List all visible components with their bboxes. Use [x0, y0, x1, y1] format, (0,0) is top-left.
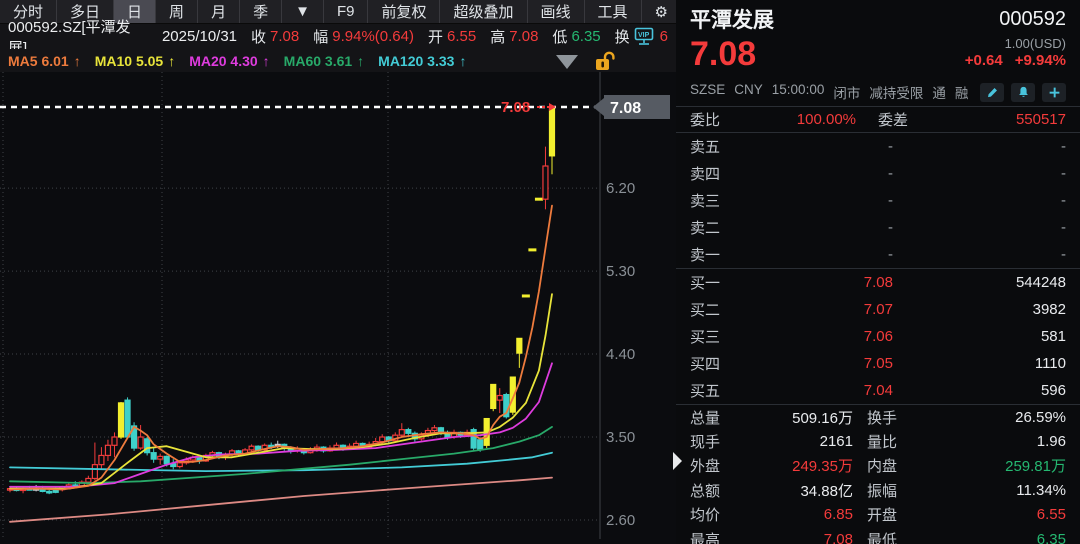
ohlc-field: 开 6.55: [427, 28, 477, 47]
lot-unit-label: 1.00(USD): [1004, 36, 1066, 51]
vip-monitor-icon[interactable]: VIP: [634, 27, 656, 46]
stat-row-总量: 总量 509.16万 换手 26.59%: [690, 408, 1066, 427]
last-price: 7.08: [690, 35, 757, 73]
ma-indicator-bar: MA5 6.01 ↑ MA10 5.05 ↑ MA20 4.30 ↑ MA60 3.61 ↑ M…: [0, 49, 676, 72]
add-icon[interactable]: [1042, 82, 1066, 102]
ohlc-field: 收 7.08: [251, 28, 300, 47]
tab-weekly[interactable]: 周: [156, 0, 199, 24]
meta-15:00:00: 15:00:00: [771, 82, 825, 97]
grid-layer: 6.20 5.30 4.40 3.50 2.60: [0, 72, 635, 539]
market-meta-items: SZSE CNY 15:00:00 闭市 减持受限通融: [690, 82, 968, 102]
book-row-卖四[interactable]: 卖四 - -: [690, 165, 1066, 183]
tab-daily[interactable]: 日: [114, 0, 157, 24]
period-dropdown-icon[interactable]: ▼: [282, 0, 324, 24]
order-imbalance-row: 委比 100.00% 委差 550517: [676, 106, 1080, 133]
stat-row-最高: 最高 7.08 最低 6.35: [690, 530, 1066, 544]
book-row-卖一[interactable]: 卖一 - -: [690, 246, 1066, 264]
market-meta-row: SZSE CNY 15:00:00 闭市 减持受限通融: [676, 80, 1080, 104]
book-row-卖二[interactable]: 卖二 - -: [690, 219, 1066, 237]
price-tag: 7.08: [593, 95, 670, 119]
y-axis-tick: 6.20: [606, 180, 635, 197]
weibi-label: 委比: [690, 112, 721, 129]
ohlc-field: 换 VIP 6: [614, 27, 668, 47]
ask-levels: 卖五 - - 卖四 - - 卖三 - - 卖二 - - 卖一 - -: [676, 133, 1080, 269]
ma-line-MA-long: [9, 476, 553, 523]
tab-monthly[interactable]: 月: [198, 0, 241, 24]
stock-code: 000592: [999, 7, 1066, 30]
svg-text:7.08: 7.08: [610, 100, 641, 117]
ohlc-field: 幅 9.94%(0.64): [313, 28, 414, 47]
ma-line-MA10: [9, 293, 553, 490]
tab-quarterly[interactable]: 季: [240, 0, 283, 24]
weicha-label: 委差: [878, 112, 909, 129]
ma-item-ma5: MA5 6.01 ↑: [8, 52, 81, 69]
y-axis-tick: 5.30: [606, 263, 635, 280]
f9-button[interactable]: F9: [324, 0, 369, 24]
unlock-icon[interactable]: [592, 51, 616, 73]
super-overlay-button[interactable]: 超级叠加: [440, 0, 528, 24]
edit-icon[interactable]: [980, 82, 1004, 102]
ohlc-info-bar: 000592.SZ[平潭发展] 2025/10/31 收 7.08 幅 9.94%(0…: [0, 19, 676, 57]
stock-name: 平潭发展: [690, 9, 774, 32]
svg-text:VIP: VIP: [638, 32, 650, 39]
bid-levels: 买一 7.08 544248 买二 7.07 3982 买三 7.06 581 买四 7.05 111…: [676, 269, 1080, 405]
meta-CNY: CNY: [734, 82, 763, 97]
meta-SZSE: SZSE: [690, 82, 726, 97]
ma-line-MA5: [9, 204, 553, 491]
ma-line-MA120: [9, 451, 553, 473]
stat-row-现手: 现手 2161 量比 1.96: [690, 433, 1066, 452]
y-axis-tick: 2.60: [606, 512, 635, 529]
y-axis-tick: 3.50: [606, 429, 635, 446]
book-row-卖三[interactable]: 卖三 - -: [690, 192, 1066, 210]
book-row-买四[interactable]: 买四 7.05 1110: [690, 355, 1066, 373]
stat-row-均价: 均价 6.85 开盘 6.55: [690, 506, 1066, 525]
meta-减持受限: 减持受限: [869, 86, 924, 101]
panel-collapse-icon[interactable]: [673, 452, 682, 470]
tab-time-sharing[interactable]: 分时: [0, 0, 58, 24]
stat-row-总额: 总额 34.88亿 振幅 11.34%: [690, 481, 1066, 500]
weicha-value: 550517: [1015, 111, 1066, 128]
book-row-买二[interactable]: 买二 7.07 3982: [690, 301, 1066, 319]
book-row-卖五[interactable]: 卖五 - -: [690, 138, 1066, 156]
tools-button[interactable]: 工具: [585, 0, 642, 24]
ma-line-MA60: [9, 425, 553, 485]
candlestick-chart[interactable]: 6.20 5.30 4.40 3.50 2.60 7.08 7.08: [0, 72, 676, 544]
price-change-pct: +9.94%: [1014, 52, 1066, 69]
book-row-买一[interactable]: 买一 7.08 544248: [690, 274, 1066, 292]
tab-multi-day[interactable]: 多日: [57, 0, 115, 24]
ma-lines-layer: [9, 204, 553, 523]
ma-values: MA5 6.01 ↑ MA10 5.05 ↑ MA20 4.30 ↑ MA60 3.61 ↑ M…: [8, 53, 466, 69]
y-axis-tick: 4.40: [606, 346, 635, 363]
stats-grid: 总量 509.16万 换手 26.59% 现手 2161 量比 1.96 外盘 249.35万 内盘…: [676, 405, 1080, 544]
alert-bell-icon[interactable]: [1011, 82, 1035, 102]
scroll-latest-icon[interactable]: [556, 55, 578, 70]
ma-item-ma120: MA120 3.33 ↑: [378, 52, 467, 69]
price-change: +0.64: [964, 52, 1003, 69]
book-row-买三[interactable]: 买三 7.06 581: [690, 328, 1066, 346]
ohlc-field: 高 7.08: [490, 28, 539, 47]
ma-item-ma60: MA60 3.61 ↑: [283, 52, 365, 69]
limit-price-annotation: 7.08: [501, 99, 530, 116]
weibi-value: 100.00%: [796, 111, 856, 128]
meta-闭市: 闭市: [833, 86, 861, 101]
forward-adjust-button[interactable]: 前复权: [368, 0, 441, 24]
draw-line-button[interactable]: 画线: [528, 0, 585, 24]
quote-panel: 平潭发展 000592 7.08 1.00(USD) +0.64 +9.94% …: [673, 0, 1080, 544]
ohlc-field: 低 6.35: [552, 28, 601, 47]
ma-item-ma20: MA20 4.30 ↑: [189, 52, 270, 69]
ma-item-ma10: MA10 5.05 ↑: [94, 52, 176, 69]
ohlc-fields: 收 7.08 幅 9.94%(0.64) 开 6.55 高 7.08 低 6.35 换 VIP 6: [251, 26, 668, 47]
meta-融: 融: [954, 86, 969, 101]
date-label: 2025/10/31: [161, 28, 238, 46]
book-row-买五[interactable]: 买五 7.04 596: [690, 382, 1066, 400]
stat-row-外盘: 外盘 249.35万 内盘 259.81万: [690, 458, 1066, 476]
meta-通: 通: [932, 86, 946, 101]
